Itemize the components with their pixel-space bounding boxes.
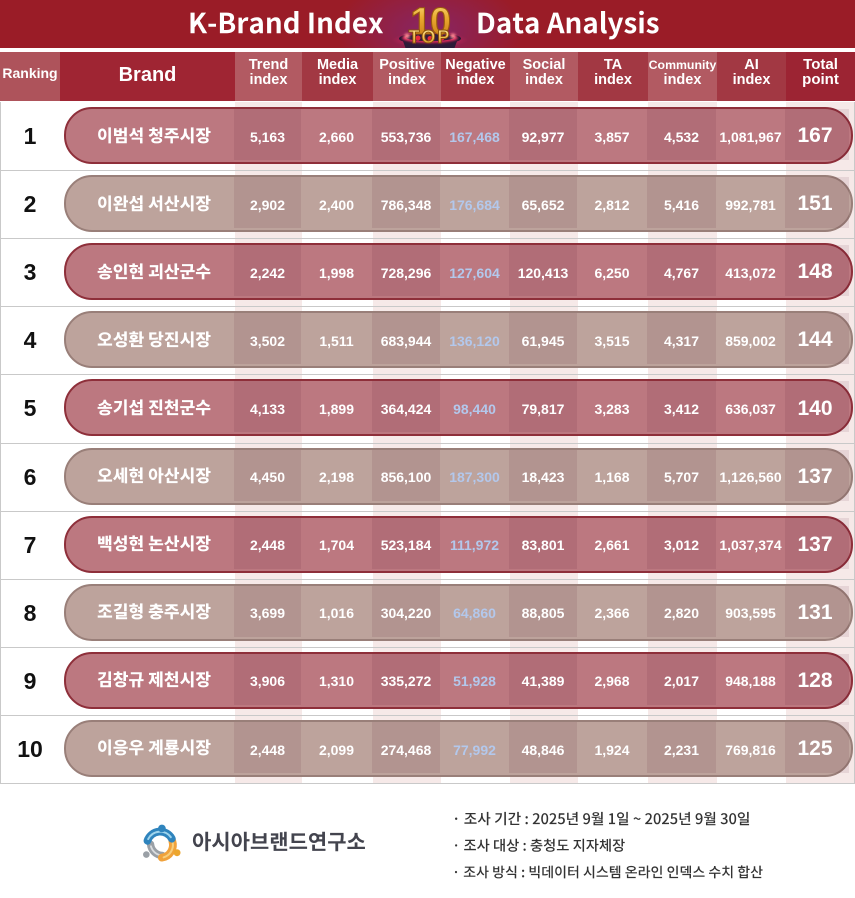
svg-text:10: 10: [410, 1, 450, 43]
svg-text:TOP: TOP: [409, 27, 452, 47]
